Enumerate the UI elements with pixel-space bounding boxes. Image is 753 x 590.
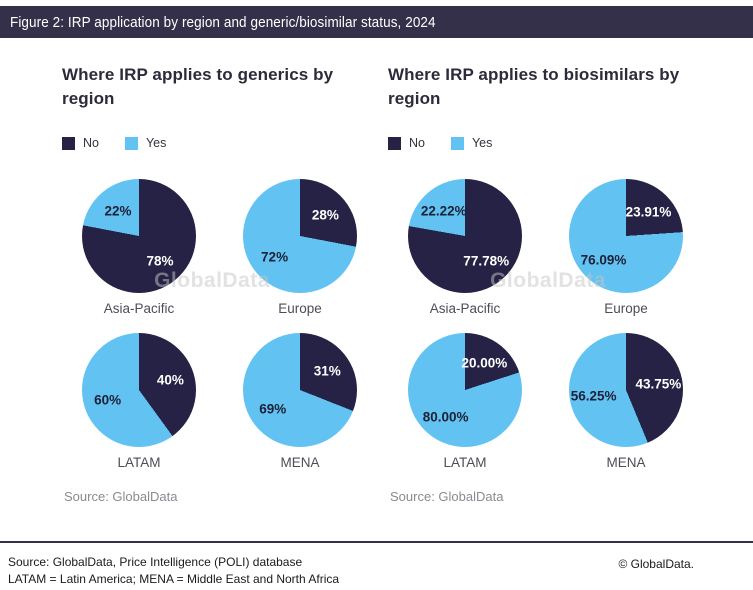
legend-label-no: No [409,136,425,150]
pie-biosimilars-europe: 23.91% 76.09% Europe [569,179,683,316]
legend-label-yes: Yes [145,136,167,150]
region-label: LATAM [117,455,161,470]
region-label: LATAM [443,455,487,470]
legend-swatch-yes [124,136,138,150]
slice-label-no: 40% [156,372,184,388]
pie-chart: 28% 72% [243,179,357,293]
slice-label-no: 20.00% [461,355,508,371]
slice-label-no: 78% [146,253,174,269]
legend-item-yes: Yes [450,136,493,150]
charts-area: Where IRP applies to generics by region No… [0,38,753,541]
pie-generics-mena: 31% 69% MENA [243,333,357,470]
region-label: MENA [606,455,646,470]
pie-biosimilars-mena: 43.75% 56.25% MENA [569,333,683,470]
slice-label-yes: 76.09% [580,252,627,268]
slice-label-no: 43.75% [635,376,682,392]
biosimilars-legend: No Yes [388,136,518,150]
footer-source: Source: GlobalData, Price Intelligence (… [8,555,303,569]
region-label: Asia-Pacific [103,301,175,316]
figure-header-bar: Figure 2: IRP application by region and … [0,6,753,38]
legend-label-no: No [83,136,99,150]
slice-label-yes: 22.22% [420,203,467,219]
biosimilars-panel: Where IRP applies to biosimilars by regio… [388,63,708,533]
legend-item-no: No [62,136,99,150]
figure-footer: Source: GlobalData, Price Intelligence (… [0,541,753,590]
slice-label-yes: 60% [94,392,122,408]
slice-label-yes: 72% [261,249,289,265]
pie-biosimilars-latam: 20.00% 80.00% LATAM [408,333,522,470]
footer-abbreviations: LATAM = Latin America; MENA = Middle Eas… [8,572,340,586]
pie-chart: 40% 60% [82,333,196,447]
pie-biosimilars-asia-pacific: 77.78% 22.22% Asia-Pacific [408,179,522,316]
footer-copyright: © GlobalData. [618,557,694,571]
legend-swatch-yes [450,136,464,150]
slice-label-no: 28% [311,207,339,223]
panel-source: Source: GlobalData [390,489,504,504]
pie-chart: 20.00% 80.00% [408,333,522,447]
slice-label-yes: 22% [104,203,132,219]
pie-chart: 43.75% 56.25% [569,333,683,447]
legend-swatch-no [62,136,75,150]
pie-chart: 77.78% 22.22% [408,179,522,293]
generics-legend: No Yes [62,136,192,150]
figure-title: Figure 2: IRP application by region and … [10,13,436,31]
region-label: Europe [278,301,322,316]
generics-panel: Where IRP applies to generics by region No… [62,63,362,533]
pie-chart: 23.91% 76.09% [569,179,683,293]
slice-label-yes: 56.25% [570,388,617,404]
slice-label-yes: 69% [259,401,287,417]
legend-item-no: No [388,136,425,150]
pie-generics-asia-pacific: 78% 22% Asia-Pacific [82,179,196,316]
legend-swatch-no [388,136,401,150]
generics-panel-title: Where IRP applies to generics by region [62,65,334,108]
pie-generics-europe: 28% 72% Europe [243,179,357,316]
pie-chart: 31% 69% [243,333,357,447]
biosimilars-panel-title: Where IRP applies to biosimilars by regio… [388,65,680,108]
pie-generics-latam: 40% 60% LATAM [82,333,196,470]
region-label: Asia-Pacific [429,301,501,316]
legend-item-yes: Yes [124,136,167,150]
region-label: MENA [280,455,320,470]
pie-chart: 78% 22% [82,179,196,293]
slice-label-no: 31% [313,363,341,379]
slice-label-yes: 80.00% [422,409,469,425]
slice-label-no: 23.91% [625,204,672,220]
slice-label-no: 77.78% [463,253,510,269]
legend-label-yes: Yes [471,136,493,150]
region-label: Europe [604,301,648,316]
panel-source: Source: GlobalData [64,489,178,504]
